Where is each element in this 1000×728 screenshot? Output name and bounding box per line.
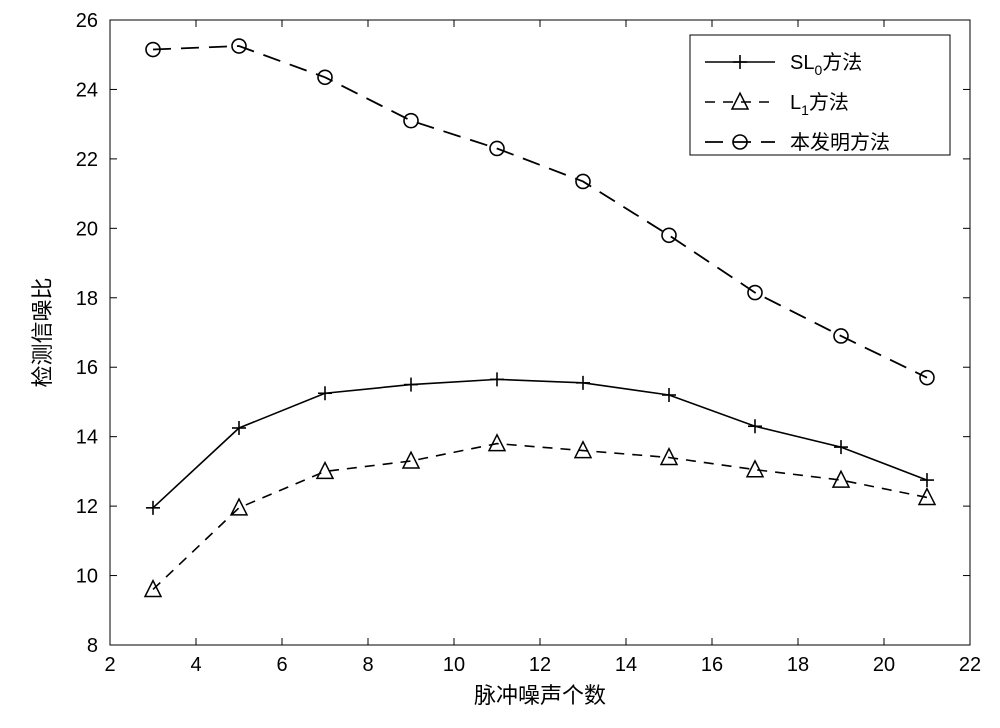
x-tick-label: 22 (959, 654, 981, 676)
x-tick-label: 20 (873, 654, 895, 676)
x-tick-label: 12 (529, 654, 551, 676)
legend-label-invention: 本发明方法 (790, 131, 890, 154)
y-axis-label: 检测信噪比 (30, 277, 55, 387)
y-tick-label: 8 (87, 635, 98, 657)
legend-label-l1: L1方法 (790, 91, 849, 118)
y-tick-label: 10 (76, 566, 98, 588)
x-tick-label: 2 (104, 654, 115, 676)
y-tick-label: 18 (76, 288, 98, 310)
y-tick-label: 26 (76, 10, 98, 32)
y-tick-label: 14 (76, 427, 98, 449)
legend: SL0方法 L1方法本发明方法 (690, 35, 950, 155)
legend-label-sl0: SL0方法 (790, 51, 862, 78)
y-tick-label: 22 (76, 149, 98, 171)
x-tick-label: 8 (362, 654, 373, 676)
x-tick-label: 16 (701, 654, 723, 676)
x-tick-label: 4 (190, 654, 201, 676)
x-tick-label: 14 (615, 654, 637, 676)
y-tick-label: 20 (76, 218, 98, 240)
x-axis-label: 脉冲噪声个数 (474, 683, 606, 708)
x-tick-label: 10 (443, 654, 465, 676)
line-chart: 2468101214161820228101214161820222426脉冲噪… (0, 0, 1000, 728)
x-tick-label: 18 (787, 654, 809, 676)
y-tick-label: 24 (76, 79, 98, 101)
x-tick-label: 6 (276, 654, 287, 676)
y-tick-label: 12 (76, 496, 98, 518)
y-tick-label: 16 (76, 357, 98, 379)
